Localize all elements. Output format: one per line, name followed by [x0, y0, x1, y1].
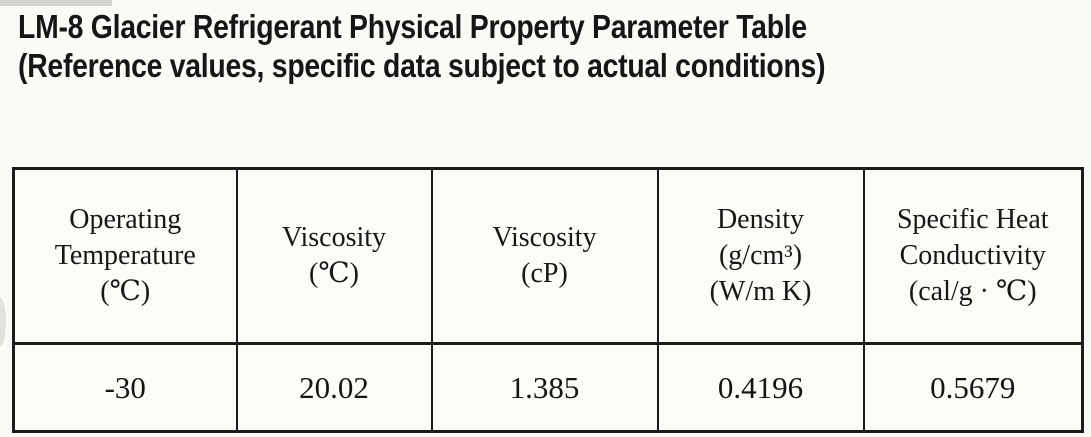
cell-viscosity-temp: 20.02: [235, 342, 433, 433]
scan-artifact-top: [0, 0, 112, 6]
page-title: LM-8 Glacier Refrigerant Physical Proper…: [18, 7, 957, 85]
cell-viscosity-cp: 1.385: [430, 342, 659, 433]
col-header-operating-temperature: Operating Temperature (℃): [12, 167, 238, 345]
scan-artifact-left: [0, 298, 6, 346]
cell-operating-temperature: -30: [12, 342, 238, 433]
page-title-line2: (Reference values, specific data subject…: [18, 47, 826, 84]
cell-specific-heat: 0.5679: [862, 342, 1084, 433]
col-header-density: Density (g/cm³) (W/m K): [656, 167, 865, 345]
properties-table: Operating Temperature (℃) Viscosity (℃) …: [12, 167, 1084, 433]
col-header-viscosity-temp: Viscosity (℃): [235, 167, 433, 345]
page-title-line1: LM-8 Glacier Refrigerant Physical Proper…: [18, 8, 807, 45]
col-header-viscosity-cp: Viscosity (cP): [430, 167, 659, 345]
cell-density: 0.4196: [656, 342, 865, 433]
col-header-specific-heat: Specific Heat Conductivity (cal/g · ℃): [862, 167, 1084, 345]
table-header-row: Operating Temperature (℃) Viscosity (℃) …: [12, 167, 1084, 345]
table-row: -30 20.02 1.385 0.4196 0.5679: [12, 342, 1084, 433]
